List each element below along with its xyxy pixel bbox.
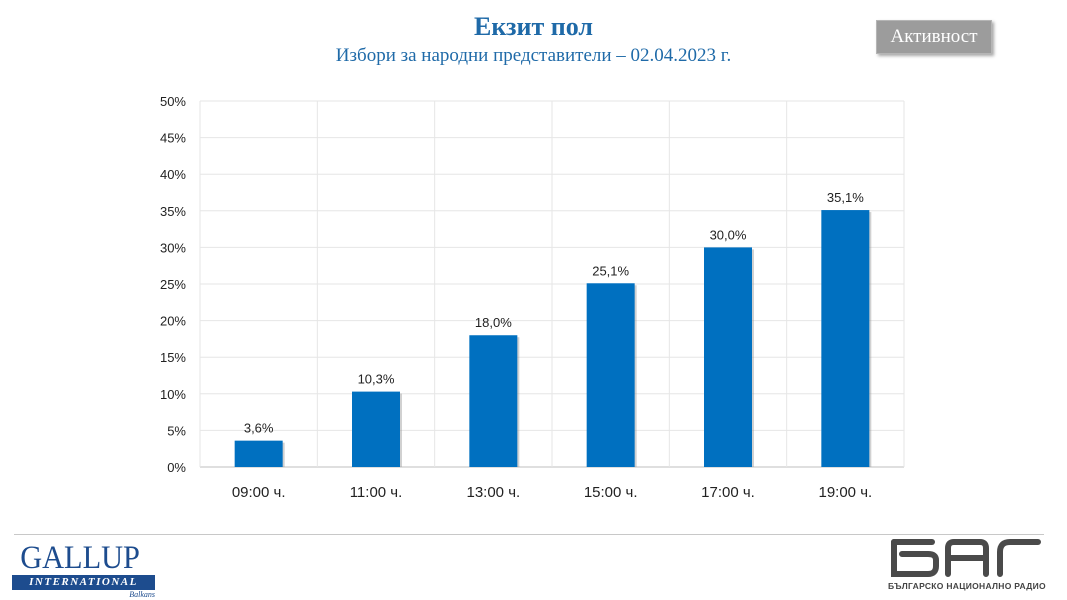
gallup-sub: Balkans xyxy=(129,590,155,599)
x-tick-label: 13:00 ч. xyxy=(466,484,520,501)
y-tick-label: 15% xyxy=(160,350,186,365)
y-tick-label: 45% xyxy=(160,131,186,146)
x-tick-label: 09:00 ч. xyxy=(232,484,286,501)
bar-value-label: 35,1% xyxy=(827,190,864,205)
bar xyxy=(352,391,400,467)
bar-value-label: 30,0% xyxy=(710,227,747,242)
chart-subtitle: Избори за народни представители – 02.04.… xyxy=(335,45,732,66)
y-tick-label: 20% xyxy=(160,314,186,329)
bar xyxy=(586,283,635,467)
bar-value-label: 3,6% xyxy=(244,421,274,436)
bar-value-label: 10,3% xyxy=(358,372,395,387)
x-tick-label: 15:00 ч. xyxy=(584,484,638,501)
x-tick-label: 17:00 ч. xyxy=(701,484,755,501)
y-tick-label: 0% xyxy=(167,460,186,475)
bar xyxy=(234,440,283,467)
bnr-text: БЪЛГАРСКО НАЦИОНАЛНО РАДИО xyxy=(888,581,1046,591)
bar xyxy=(821,210,870,467)
y-tick-label: 40% xyxy=(160,167,186,182)
y-tick-label: 5% xyxy=(167,423,186,438)
y-tick-label: 25% xyxy=(160,277,186,292)
bar-value-label: 18,0% xyxy=(475,315,512,330)
gallup-band: INTERNATIONAL xyxy=(12,575,155,590)
bnr-logo-mark xyxy=(891,539,1041,577)
x-tick-label: 11:00 ч. xyxy=(350,484,403,501)
activity-badge: Активност xyxy=(876,20,992,54)
gallup-logo: GALLUP INTERNATIONAL Balkans xyxy=(12,540,160,599)
gallup-name: GALLUP xyxy=(20,540,140,576)
y-tick-label: 10% xyxy=(160,387,186,402)
footer-divider xyxy=(14,534,1044,535)
bar-value-label: 25,1% xyxy=(592,263,629,278)
chart-title: Екзит пол xyxy=(474,12,593,41)
bar xyxy=(469,335,518,467)
bar xyxy=(704,247,752,467)
y-tick-label: 30% xyxy=(160,240,186,255)
y-tick-label: 50% xyxy=(160,94,186,109)
y-tick-label: 35% xyxy=(160,204,186,219)
bnr-logo: БЪЛГАРСКО НАЦИОНАЛНО РАДИО xyxy=(888,538,1048,596)
x-tick-label: 19:00 ч. xyxy=(818,484,872,501)
bar-chart: 0% 5% 10% 15% 20% 25% 30% 35% 40% 45% 50% 3,6% 09:00… xyxy=(160,94,905,501)
